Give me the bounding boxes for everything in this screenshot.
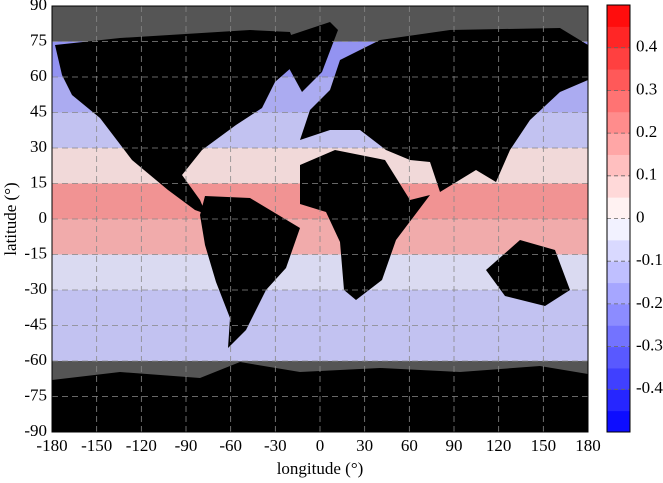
colorbar-frame <box>606 4 631 433</box>
y-tick-label: 15 <box>30 172 47 191</box>
y-tick-label: 45 <box>30 101 47 120</box>
colorbar-swatch <box>607 261 630 284</box>
colorbar-tick-label: 0.4 <box>636 37 658 56</box>
colorbar-tick-label: 0 <box>636 207 645 226</box>
y-tick-label: 30 <box>30 137 47 156</box>
colorbar-tick-label: 0.3 <box>636 79 657 98</box>
north-america <box>55 30 300 214</box>
y-tick-label: -30 <box>24 279 47 298</box>
colorbar-swatch <box>607 325 630 348</box>
x-tick-label: -120 <box>126 436 157 455</box>
colorbar-swatch <box>607 367 630 390</box>
colorbar-swatch <box>607 218 630 241</box>
colorbar-swatch <box>607 389 630 412</box>
x-tick-label: 90 <box>446 436 463 455</box>
colorbar-tick-label: 0.2 <box>636 122 657 141</box>
colorbar-swatch <box>607 346 630 369</box>
y-tick-label: -15 <box>24 243 47 262</box>
x-tick-label: -90 <box>175 436 198 455</box>
africa <box>300 150 430 300</box>
y-tick-label: -45 <box>24 314 47 333</box>
y-tick-label: 0 <box>39 208 48 227</box>
colorbar-swatch <box>607 5 630 27</box>
colorbar-swatch <box>607 303 630 326</box>
y-tick-label: -75 <box>24 385 47 404</box>
australia <box>486 240 570 306</box>
colorbar-swatch <box>607 111 630 134</box>
eurasia <box>300 28 588 192</box>
colorbar-tick-label: -0.2 <box>636 293 663 312</box>
colorbar-swatch <box>607 282 630 305</box>
colorbar-tick-label: -0.4 <box>636 378 663 397</box>
y-tick-label: 90 <box>30 0 47 14</box>
south-america <box>200 196 300 348</box>
x-tick-label: -60 <box>219 436 242 455</box>
x-tick-label: -180 <box>36 436 67 455</box>
x-tick-label: 180 <box>575 436 601 455</box>
colorbar-tick-label: -0.1 <box>636 250 663 269</box>
y-axis-label: latitude (°) <box>1 182 20 255</box>
colorbar-swatch <box>607 197 630 219</box>
colorbar-swatch <box>607 26 630 49</box>
colorbar-swatch <box>607 154 630 177</box>
x-tick-label: 30 <box>356 436 373 455</box>
y-tick-label: 60 <box>30 66 47 85</box>
y-tick-label: -60 <box>24 350 47 369</box>
x-tick-label: 60 <box>401 436 418 455</box>
colorbar-swatch <box>607 175 630 198</box>
plot-area <box>51 5 589 433</box>
x-tick-label: -150 <box>81 436 112 455</box>
colorbar: -0.4 -0.3 -0.2 -0.1 0 0.1 0.2 0.3 0.4 <box>606 4 663 433</box>
colorbar-swatch <box>607 90 630 113</box>
colorbar-swatch <box>607 69 630 91</box>
y-tick-label: 75 <box>30 30 47 49</box>
colorbar-swatch <box>607 133 630 155</box>
colorbar-tick-label: 0.1 <box>636 165 657 184</box>
x-tick-label: 120 <box>486 436 512 455</box>
colorbar-swatch <box>607 410 630 433</box>
y-tick-label: -90 <box>24 421 47 440</box>
greenland <box>276 22 338 92</box>
x-axis-label: longitude (°) <box>277 459 364 478</box>
colorbar-tick-label: -0.3 <box>636 336 663 355</box>
colorbar-swatch <box>607 47 630 70</box>
colorbar-swatch <box>607 239 630 262</box>
x-tick-label: -30 <box>264 436 287 455</box>
x-tick-label: 0 <box>316 436 325 455</box>
x-tick-label: 150 <box>531 436 557 455</box>
plot-frame <box>51 5 589 433</box>
